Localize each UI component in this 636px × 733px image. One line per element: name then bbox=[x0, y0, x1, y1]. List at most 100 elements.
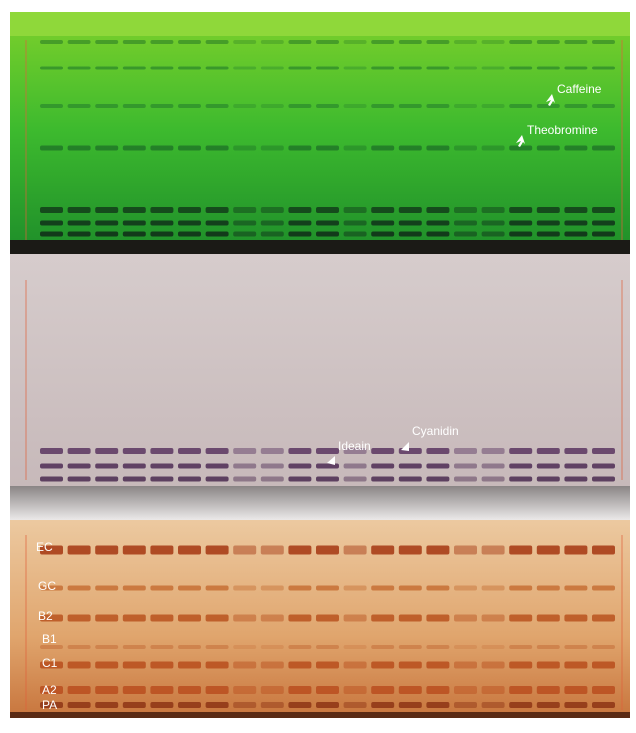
band bbox=[150, 586, 173, 591]
band bbox=[68, 232, 91, 237]
band bbox=[316, 686, 339, 694]
band bbox=[537, 207, 560, 213]
band bbox=[426, 645, 449, 649]
band bbox=[509, 464, 532, 469]
band bbox=[261, 232, 284, 237]
band bbox=[123, 104, 146, 108]
band bbox=[261, 477, 284, 482]
band bbox=[150, 40, 173, 44]
band bbox=[316, 546, 339, 555]
band-label: B1 bbox=[42, 632, 57, 646]
band bbox=[316, 232, 339, 237]
annotation: Theobromine bbox=[527, 123, 598, 137]
band bbox=[178, 448, 201, 454]
band bbox=[261, 448, 284, 454]
band bbox=[288, 464, 311, 469]
band bbox=[233, 702, 256, 708]
band bbox=[426, 67, 449, 70]
band bbox=[454, 586, 477, 591]
band bbox=[288, 40, 311, 44]
band bbox=[482, 448, 505, 454]
band bbox=[371, 645, 394, 649]
band bbox=[371, 221, 394, 226]
band bbox=[316, 662, 339, 669]
band bbox=[426, 40, 449, 44]
band bbox=[564, 448, 587, 454]
band bbox=[399, 477, 422, 482]
band bbox=[123, 477, 146, 482]
band bbox=[564, 146, 587, 151]
band bbox=[592, 67, 615, 70]
band bbox=[371, 662, 394, 669]
band bbox=[68, 662, 91, 669]
band bbox=[454, 645, 477, 649]
band bbox=[261, 686, 284, 694]
band bbox=[509, 586, 532, 591]
band bbox=[288, 221, 311, 226]
band bbox=[344, 104, 367, 108]
band bbox=[371, 448, 394, 454]
band bbox=[537, 702, 560, 708]
band bbox=[316, 615, 339, 622]
band bbox=[399, 686, 422, 694]
band bbox=[316, 67, 339, 70]
band bbox=[68, 146, 91, 151]
band bbox=[233, 448, 256, 454]
band bbox=[399, 40, 422, 44]
band bbox=[150, 686, 173, 694]
band bbox=[509, 67, 532, 70]
band bbox=[206, 702, 229, 708]
band bbox=[123, 207, 146, 213]
band bbox=[233, 464, 256, 469]
band bbox=[454, 702, 477, 708]
band bbox=[261, 221, 284, 226]
band bbox=[371, 477, 394, 482]
band bbox=[68, 40, 91, 44]
band bbox=[233, 546, 256, 555]
band bbox=[288, 104, 311, 108]
band bbox=[592, 702, 615, 708]
band bbox=[537, 232, 560, 237]
band bbox=[426, 232, 449, 237]
band bbox=[40, 40, 63, 44]
band bbox=[316, 40, 339, 44]
band bbox=[426, 477, 449, 482]
band bbox=[344, 207, 367, 213]
band bbox=[564, 232, 587, 237]
band bbox=[344, 67, 367, 70]
band bbox=[592, 615, 615, 622]
band bbox=[95, 104, 118, 108]
band bbox=[150, 645, 173, 649]
band bbox=[178, 645, 201, 649]
band bbox=[509, 702, 532, 708]
band bbox=[261, 67, 284, 70]
band bbox=[509, 40, 532, 44]
band bbox=[316, 702, 339, 708]
band bbox=[150, 477, 173, 482]
band bbox=[95, 464, 118, 469]
band bbox=[95, 40, 118, 44]
band bbox=[316, 207, 339, 213]
band bbox=[564, 586, 587, 591]
band bbox=[592, 232, 615, 237]
band bbox=[261, 40, 284, 44]
band bbox=[233, 146, 256, 151]
band bbox=[150, 448, 173, 454]
band bbox=[150, 546, 173, 555]
band bbox=[454, 686, 477, 694]
band bbox=[40, 448, 63, 454]
band bbox=[206, 464, 229, 469]
band bbox=[95, 207, 118, 213]
band bbox=[509, 615, 532, 622]
band bbox=[344, 477, 367, 482]
band bbox=[178, 146, 201, 151]
band-label: GC bbox=[38, 579, 56, 593]
band bbox=[426, 615, 449, 622]
band bbox=[426, 207, 449, 213]
band bbox=[482, 662, 505, 669]
band bbox=[233, 586, 256, 591]
annotation: Ideain bbox=[338, 439, 371, 453]
band bbox=[233, 221, 256, 226]
band bbox=[482, 686, 505, 694]
band bbox=[537, 40, 560, 44]
